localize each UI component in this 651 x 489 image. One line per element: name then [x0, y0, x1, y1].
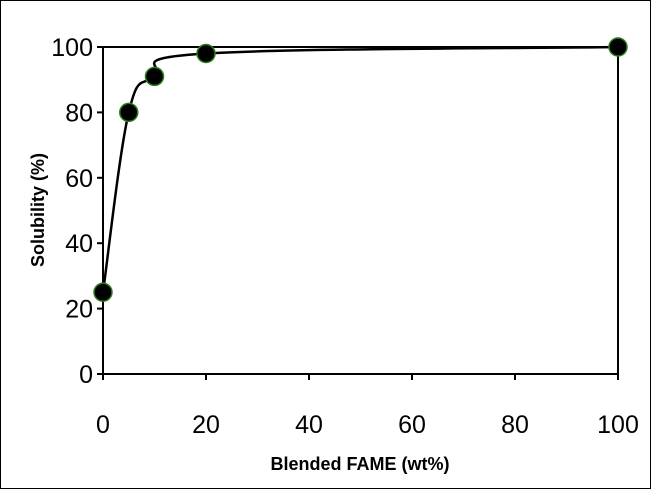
y-tick-label: 100 — [51, 34, 93, 62]
x-tick-label: 40 — [295, 411, 323, 439]
data-point — [119, 102, 139, 123]
data-point — [608, 37, 628, 57]
x-axis-title: Blended FAME (wt%) — [271, 454, 450, 474]
data-point — [196, 43, 216, 64]
x-tick-label: 20 — [192, 411, 220, 439]
x-tick-label: 80 — [501, 411, 529, 439]
y-tick-label: 40 — [65, 230, 93, 258]
y-axis-title: Solubility (%) — [28, 153, 48, 267]
data-point — [93, 282, 113, 302]
data-point — [144, 66, 165, 87]
y-tick-label: 20 — [65, 296, 93, 324]
y-tick-label: 60 — [65, 165, 93, 193]
x-tick-label: 60 — [398, 411, 426, 439]
x-tick-label: 0 — [96, 411, 110, 439]
y-tick-label: 80 — [65, 99, 93, 127]
y-tick-label: 0 — [79, 361, 93, 389]
x-tick-label: 100 — [597, 411, 639, 439]
series-line — [101, 45, 619, 293]
